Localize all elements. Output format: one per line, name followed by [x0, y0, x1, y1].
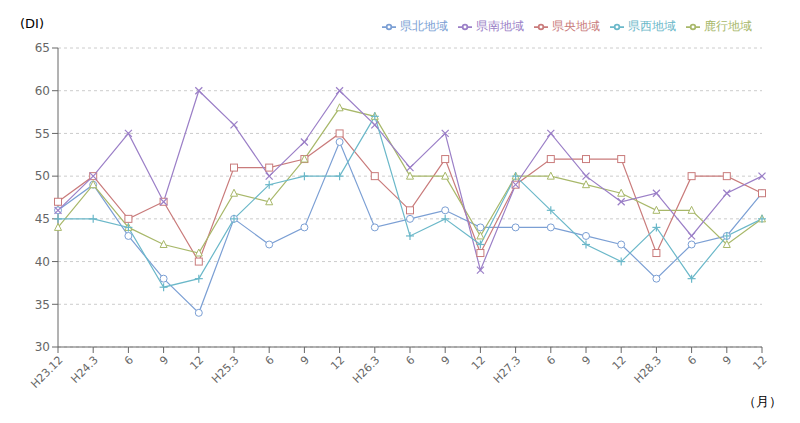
svg-text:40: 40: [35, 255, 50, 269]
svg-text:H28.3: H28.3: [632, 353, 664, 385]
html-text:県西地域: 県西地域: [628, 19, 676, 33]
svg-text:6: 6: [404, 353, 418, 367]
html-text:県央地域: 県央地域: [552, 19, 600, 33]
svg-text:12: 12: [187, 353, 206, 372]
svg-text:9: 9: [157, 353, 171, 367]
html-text:（月）: （月）: [743, 394, 782, 409]
svg-text:12: 12: [328, 353, 347, 372]
svg-text:12: 12: [469, 353, 488, 372]
svg-text:H27.3: H27.3: [491, 353, 523, 385]
svg-text:6: 6: [544, 353, 558, 367]
svg-text:H24.3: H24.3: [68, 353, 100, 385]
svg-text:H26.3: H26.3: [350, 353, 382, 385]
html-text:県南地域: 県南地域: [476, 19, 524, 33]
svg-text:9: 9: [439, 353, 453, 367]
svg-text:H25.3: H25.3: [209, 353, 241, 385]
svg-text:50: 50: [35, 169, 50, 183]
svg-text:35: 35: [35, 298, 50, 312]
svg-text:9: 9: [580, 353, 594, 367]
svg-text:9: 9: [720, 353, 734, 367]
svg-text:45: 45: [35, 212, 50, 226]
svg-text:30: 30: [35, 340, 50, 354]
svg-text:12: 12: [610, 353, 629, 372]
html-text:県北地域: 県北地域: [400, 19, 448, 33]
svg-text:9: 9: [298, 353, 312, 367]
svg-text:12: 12: [751, 353, 770, 372]
svg-text:65: 65: [35, 41, 50, 55]
html-text:(DI): (DI): [20, 16, 44, 31]
svg-text:6: 6: [685, 353, 699, 367]
svg-text:55: 55: [35, 127, 50, 141]
svg-text:6: 6: [122, 353, 136, 367]
html-text:鹿行地域: 鹿行地域: [704, 19, 752, 33]
svg-text:H23.12: H23.12: [28, 353, 65, 390]
svg-text:6: 6: [263, 353, 277, 367]
svg-text:60: 60: [35, 84, 50, 98]
